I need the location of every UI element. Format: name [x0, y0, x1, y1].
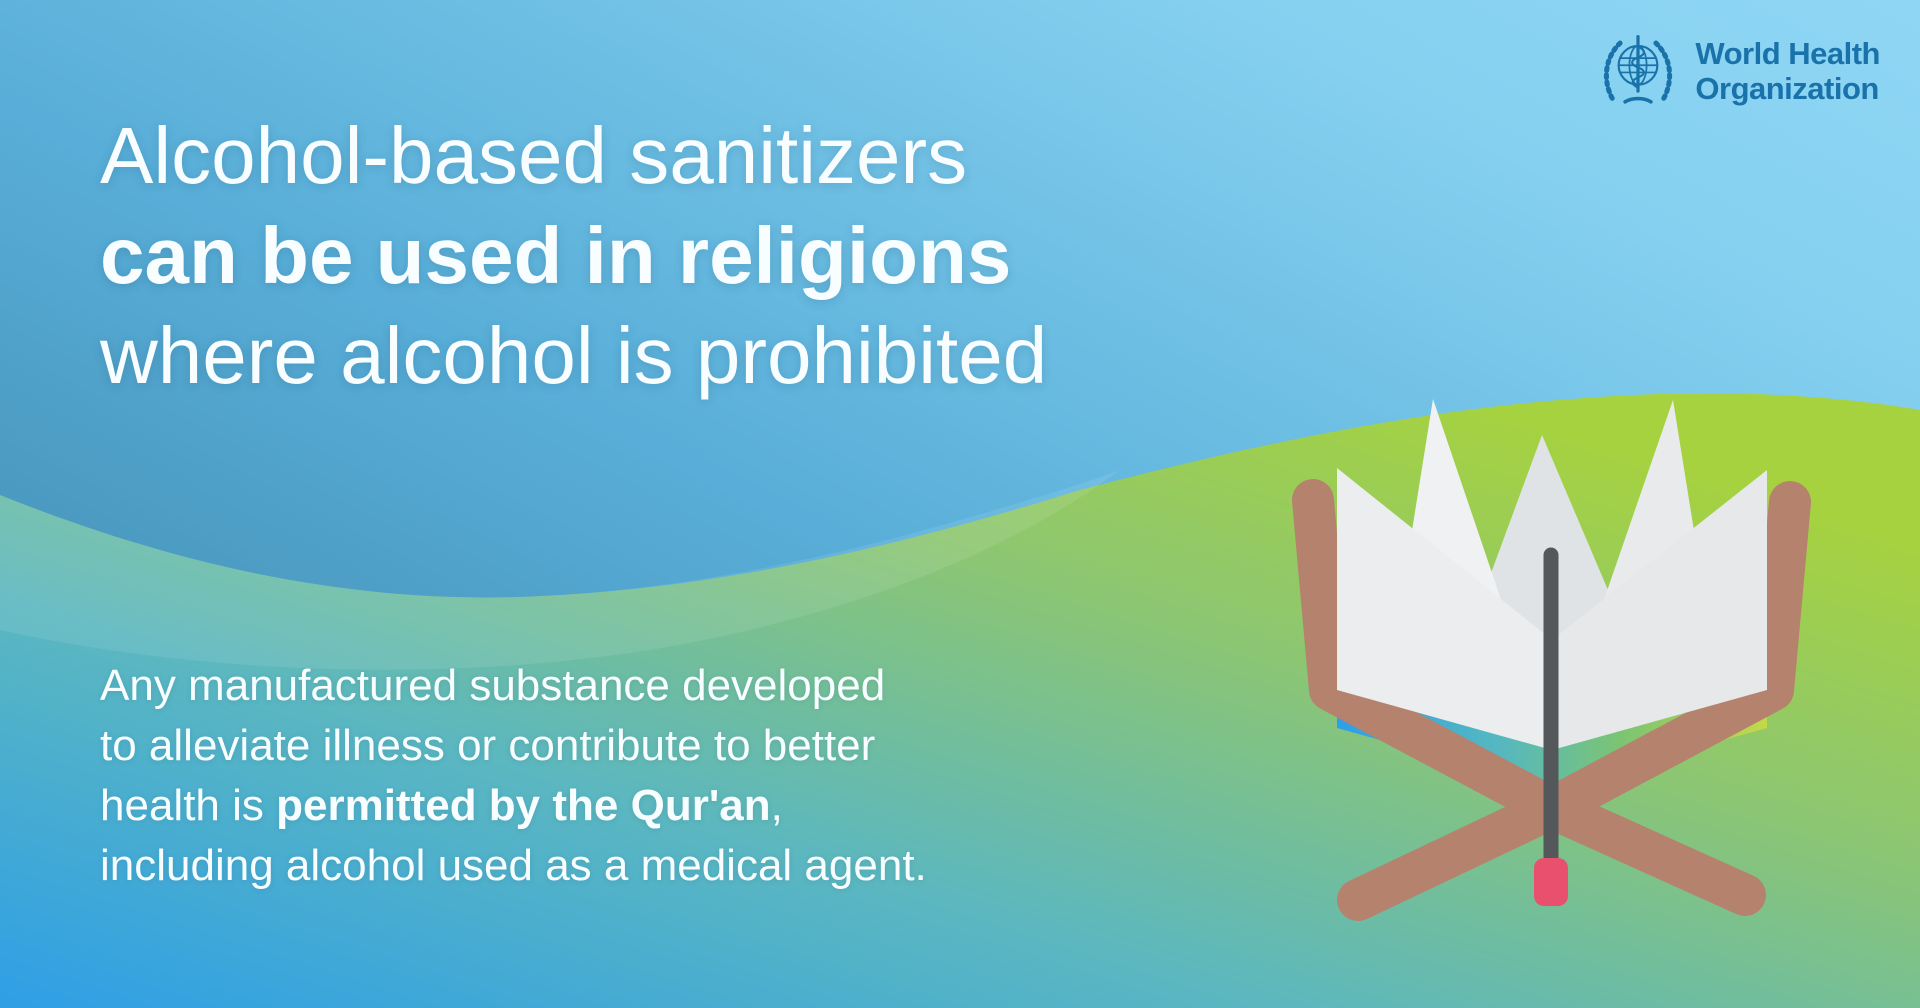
rehal-stand-right-bar: [1337, 481, 1811, 921]
page-title: Alcohol-based sanitizers can be used in …: [100, 106, 1047, 406]
who-logo: World Health Organization: [1595, 28, 1880, 114]
wave-highlight: [0, 470, 1120, 670]
who-wordmark: World Health Organization: [1695, 36, 1880, 106]
who-emblem-icon: [1604, 34, 1673, 104]
headline-line-1: Alcohol-based sanitizers: [100, 111, 968, 200]
body-line-4: including alcohol used as a medical agen…: [100, 841, 927, 890]
body-line-2: to alleviate illness or contribute to be…: [100, 721, 876, 770]
body-line-1: Any manufactured substance developed: [100, 661, 886, 710]
body-line-3-bold: permitted by the Qur'an: [276, 781, 771, 830]
body-paragraph: Any manufactured substance developed to …: [100, 656, 927, 896]
headline-line-2: can be used in religions: [100, 211, 1012, 300]
quran-rehal-illustration: [1292, 399, 1811, 921]
book-page-right: [1552, 470, 1767, 750]
who-wordmark-line1: World Health: [1695, 36, 1880, 71]
body-line-3: health is permitted by the Qur'an,: [100, 776, 927, 836]
book-page-left: [1337, 468, 1552, 750]
rehal-stand-left-bar: [1292, 479, 1766, 916]
who-wordmark-line2: Organization: [1695, 71, 1879, 106]
bookmark-tassel: [1534, 858, 1568, 906]
body-line-3-suffix: ,: [770, 781, 783, 830]
body-line-3-prefix: health is: [100, 781, 277, 830]
headline-line-3: where alcohol is prohibited: [100, 311, 1048, 400]
